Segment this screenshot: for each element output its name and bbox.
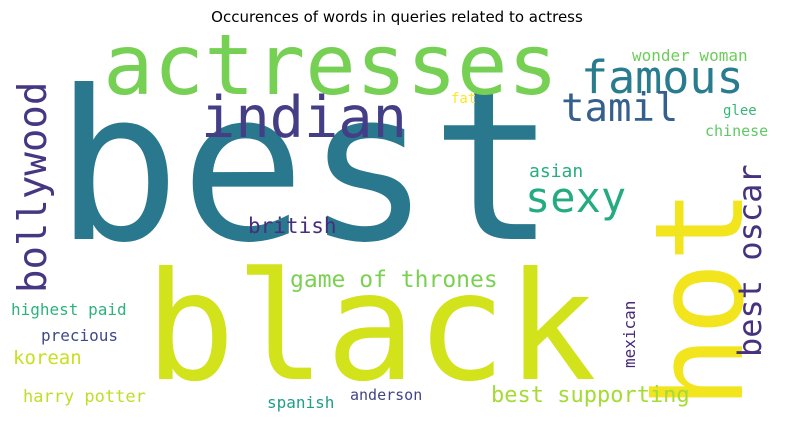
word-fat: fat bbox=[451, 91, 477, 107]
word-famous: famous bbox=[581, 51, 744, 104]
word-best: best bbox=[55, 47, 556, 289]
word-tamil: tamil bbox=[561, 86, 679, 131]
word-asian: asian bbox=[529, 161, 584, 182]
word-harry-potter: harry potter bbox=[23, 387, 146, 407]
word-precious: precious bbox=[41, 326, 119, 345]
word-highest-paid: highest paid bbox=[11, 300, 127, 319]
word-chinese: chinese bbox=[705, 122, 769, 140]
word-black: black bbox=[145, 241, 597, 415]
word-mexican: mexican bbox=[620, 300, 639, 368]
word-sexy: sexy bbox=[525, 173, 627, 222]
word-actresses: actresses bbox=[103, 31, 559, 114]
word-glee: glee bbox=[723, 103, 757, 119]
word-bollywood: bollywood bbox=[11, 81, 56, 293]
word-best-supporting: best supporting bbox=[491, 383, 690, 408]
word-indian: indian bbox=[201, 85, 407, 151]
figure-title: Occurences of words in queries related t… bbox=[211, 8, 583, 26]
word-game-of-thrones: game of thrones bbox=[290, 267, 498, 293]
word-anderson: anderson bbox=[350, 386, 423, 404]
word-spanish: spanish bbox=[267, 393, 335, 412]
word-british: british bbox=[248, 214, 337, 238]
word-cloud: best black hot actresses indian famous t… bbox=[11, 31, 783, 417]
word-best-oscar: best oscar bbox=[731, 164, 769, 357]
word-korean: korean bbox=[13, 347, 82, 369]
word-wonder-woman: wonder woman bbox=[632, 46, 748, 65]
